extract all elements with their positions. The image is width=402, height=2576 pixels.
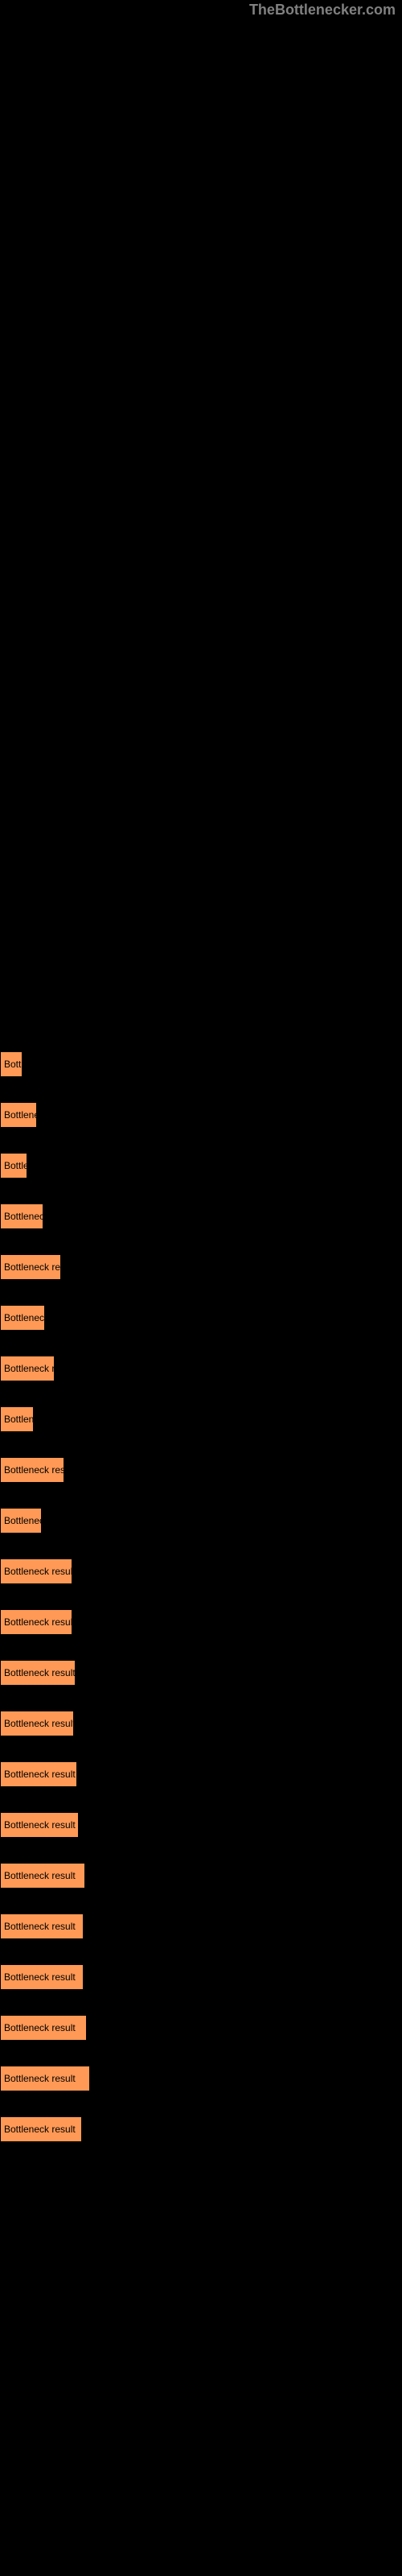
chart-bar: Bottleneck result [0, 1761, 77, 1787]
bar-row: Bottlened [0, 1089, 402, 1140]
bar-row: Bottleneck result [0, 1901, 402, 1951]
bar-label: Bottle [4, 1160, 27, 1171]
bar-label: Bottleneck result [4, 1566, 72, 1577]
bar-label: Bottleneck res [4, 1464, 64, 1476]
watermark-text: TheBottlenecker.com [249, 2, 396, 19]
chart-bar: Bottleneck result [0, 1609, 72, 1635]
chart-bar: Bottleneck result [0, 1660, 76, 1686]
bar-label: Bottleneck result [4, 2124, 76, 2135]
chart-bar: Bottleneck result [0, 1913, 84, 1939]
chart-bar: Bottlene [0, 1406, 34, 1432]
bar-label: Bottleneck result [4, 1819, 76, 1831]
bar-label: Bottleneck result [4, 1971, 76, 1983]
bar-label: Bottleneck result [4, 2073, 76, 2084]
bar-row: Bottleneck res [0, 1444, 402, 1495]
bar-label: Bottleneck [4, 1515, 42, 1526]
chart-bar: Bottlened [0, 1102, 37, 1128]
chart-bar: Bottleneck result [0, 2015, 87, 2041]
bar-label: Bottleneck result [4, 1870, 76, 1881]
bar-label: Bottleneck result [4, 1921, 76, 1932]
bar-row: Bottleneck [0, 1495, 402, 1546]
chart-bar: Bottleneck result [0, 1711, 74, 1736]
bar-row: Bottleneck result [0, 1748, 402, 1799]
bar-label: Bottlene [4, 1414, 34, 1425]
chart-bar: Bottleneck [0, 1203, 43, 1229]
bar-row: Bott [0, 1038, 402, 1089]
chart-bar: Bottleneck r [0, 1356, 55, 1381]
bar-label: Bottleneck result [4, 1667, 76, 1678]
chart-bar: Bottleneck result [0, 1558, 72, 1584]
chart-bar: Bottleneck result [0, 1812, 79, 1838]
bar-row: Bottleneck result [0, 1647, 402, 1698]
bar-label: Bottleneck result [4, 1769, 76, 1780]
bar-row: Bottleneck result [0, 2103, 402, 2154]
chart-bar: Bottle [0, 1153, 27, 1179]
bar-row: Bottleneck [0, 1292, 402, 1343]
chart-bar: Bott [0, 1051, 23, 1077]
chart-bar: Bottleneck res [0, 1457, 64, 1483]
chart-bar: Bottleneck [0, 1305, 45, 1331]
chart-bar: Bottleneck result [0, 2116, 82, 2142]
bar-label: Bottlened [4, 1109, 37, 1121]
bar-row: Bottleneck result [0, 2053, 402, 2103]
chart-bar: Bottleneck res [0, 1254, 61, 1280]
bar-label: Bottleneck r [4, 1363, 55, 1374]
bar-row: Bottlene [0, 1393, 402, 1444]
bar-row: Bottle [0, 1140, 402, 1191]
bar-row: Bottleneck result [0, 1850, 402, 1901]
bar-label: Bottleneck res [4, 1261, 61, 1273]
bar-row: Bottleneck result [0, 1596, 402, 1647]
bar-label: Bottleneck [4, 1211, 43, 1222]
bar-row: Bottleneck result [0, 1799, 402, 1850]
bar-row: Bottleneck r [0, 1343, 402, 1393]
chart-bar: Bottleneck result [0, 1964, 84, 1990]
bar-row: Bottleneck res [0, 1241, 402, 1292]
bar-label: Bottleneck result [4, 1718, 74, 1729]
chart-bar: Bottleneck result [0, 2066, 90, 2091]
bar-row: Bottleneck result [0, 1951, 402, 2002]
bar-label: Bottleneck [4, 1312, 45, 1323]
bar-row: Bottleneck result [0, 1546, 402, 1596]
bar-label: Bottleneck result [4, 1616, 72, 1628]
bar-label: Bottleneck result [4, 2022, 76, 2033]
bar-row: Bottleneck result [0, 1698, 402, 1748]
bar-chart: Bott Bottlened Bottle Bottleneck Bottleneck … [0, 1038, 402, 2154]
chart-bar: Bottleneck [0, 1508, 42, 1534]
chart-bar: Bottleneck result [0, 1863, 85, 1889]
bar-label: Bott [4, 1059, 21, 1070]
bar-row: Bottleneck [0, 1191, 402, 1241]
bar-row: Bottleneck result [0, 2002, 402, 2053]
